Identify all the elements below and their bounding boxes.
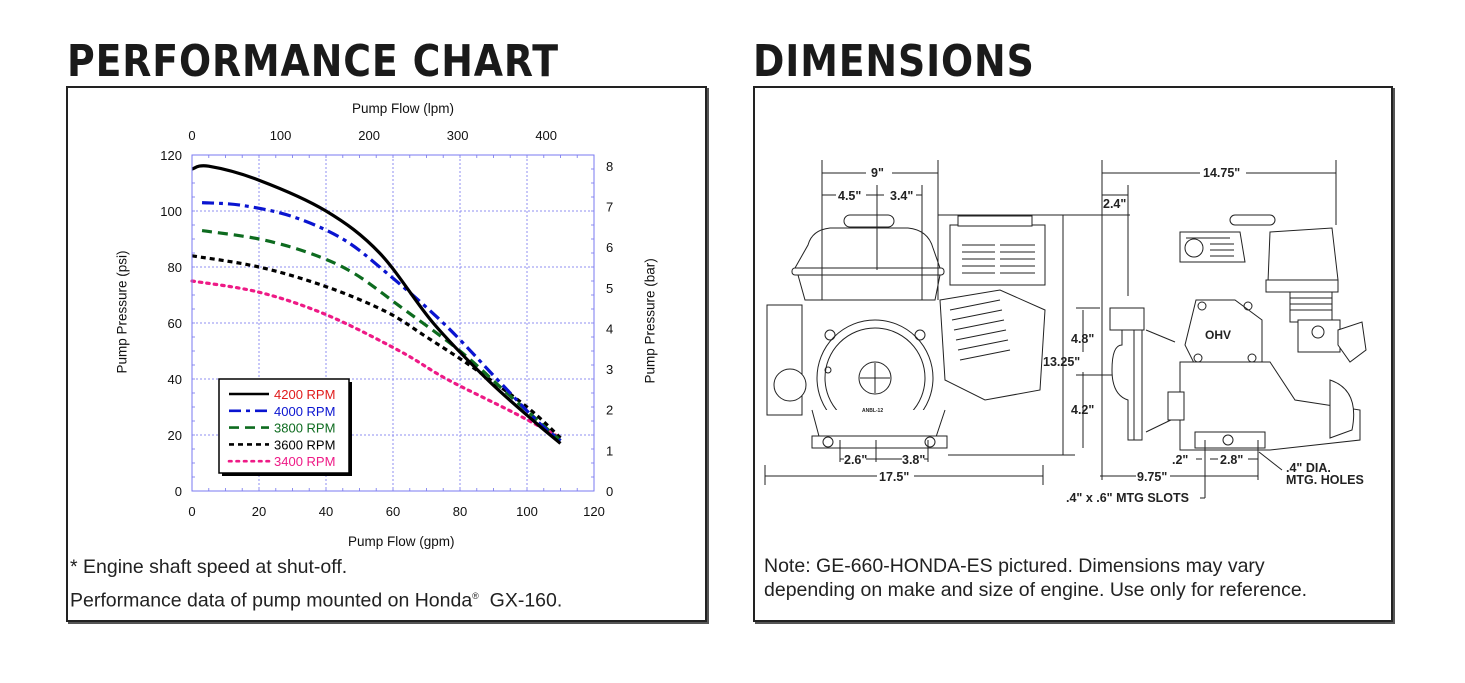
svg-text:0: 0 [606,484,613,499]
x-axis-title: Pump Flow (gpm) [348,534,455,549]
svg-text:80: 80 [168,260,182,275]
svg-text:0: 0 [188,504,195,519]
engine-side-view-icon [1109,214,1367,451]
svg-text:400: 400 [535,128,557,143]
footnote-shaft-speed: * Engine shaft speed at shut-off. [70,556,348,578]
svg-text:20: 20 [252,504,266,519]
dim-9in: 9" [871,166,884,180]
footnote-model: GX-160. [478,589,563,612]
dim-4-5in: 4.5" [838,189,861,203]
dim-2-4in: 2.4" [1103,197,1126,211]
ohv-label: OHV [1205,328,1231,342]
dim-3-4in: 3.4" [890,189,913,203]
dim-2-6in: 2.6" [844,453,867,467]
svg-text:40: 40 [319,504,333,519]
svg-text:80: 80 [453,504,467,519]
svg-text:5: 5 [606,281,613,296]
svg-text:60: 60 [386,504,400,519]
svg-text:200: 200 [358,128,380,143]
registered-mark: ® [472,591,479,601]
dim-17-5in: 17.5" [879,470,909,484]
dim-0-2in: .2" [1172,453,1188,467]
svg-text:1: 1 [606,443,613,458]
svg-text:ANBL-12: ANBL-12 [862,408,883,414]
svg-text:100: 100 [160,204,182,219]
dimension-lines [764,160,1337,499]
svg-text:2: 2 [606,403,613,418]
svg-text:7: 7 [606,200,613,215]
footnote-honda-model: Performance data of pump mounted on Hond… [70,584,562,613]
svg-text:3600 RPM: 3600 RPM [274,437,335,452]
dim-9-75in: 9.75" [1137,470,1167,484]
svg-text:3: 3 [606,362,613,377]
svg-text:120: 120 [583,504,605,519]
dimensions-note-line-2: depending on make and size of engine. Us… [764,579,1308,601]
svg-text:40: 40 [168,372,182,387]
svg-text:0: 0 [188,128,195,143]
svg-text:60: 60 [168,316,182,331]
dim-4-8in: 4.8" [1071,332,1094,346]
dim-3-8in: 3.8" [902,453,925,467]
svg-text:100: 100 [270,128,292,143]
chart-curves [190,164,563,445]
mtg-slots-label: .4" x .6" MTG SLOTS [1066,491,1189,505]
svg-text:4: 4 [606,321,613,336]
engine-front-view-icon: ANBL-12 [766,214,1046,449]
svg-text:6: 6 [606,240,613,255]
dim-4-2in: 4.2" [1071,403,1094,417]
plot-area-border [191,154,595,492]
svg-text:300: 300 [447,128,469,143]
performance-chart-panel [66,86,707,622]
svg-text:100: 100 [516,504,538,519]
svg-text:3400 RPM: 3400 RPM [274,454,335,469]
svg-text:20: 20 [168,428,182,443]
x2-axis-title: Pump Flow (lpm) [352,101,455,116]
dim-13-25in: 13.25" [1043,355,1080,369]
dimensions-note-line-1: Note: GE-660-HONDA-ES pictured. Dimensio… [764,555,1265,577]
dim-2-8in: 2.8" [1220,453,1243,467]
dimensions-title: DIMENSIONS [753,36,1035,87]
svg-text:0: 0 [175,484,182,499]
footnote-text: Performance data of pump mounted on Hond… [70,589,473,612]
svg-text:4000 RPM: 4000 RPM [274,404,335,419]
svg-text:4200 RPM: 4200 RPM [274,387,335,402]
mtg-holes-label-2: MTG. HOLES [1286,473,1364,487]
performance-chart-title: PERFORMANCE CHART [67,36,559,87]
mtg-holes-label-1: .4" DIA. [1286,461,1331,475]
svg-text:8: 8 [606,159,613,174]
svg-text:120: 120 [160,148,182,163]
dim-14-75in: 14.75" [1203,166,1240,180]
svg-text:3800 RPM: 3800 RPM [274,421,335,436]
